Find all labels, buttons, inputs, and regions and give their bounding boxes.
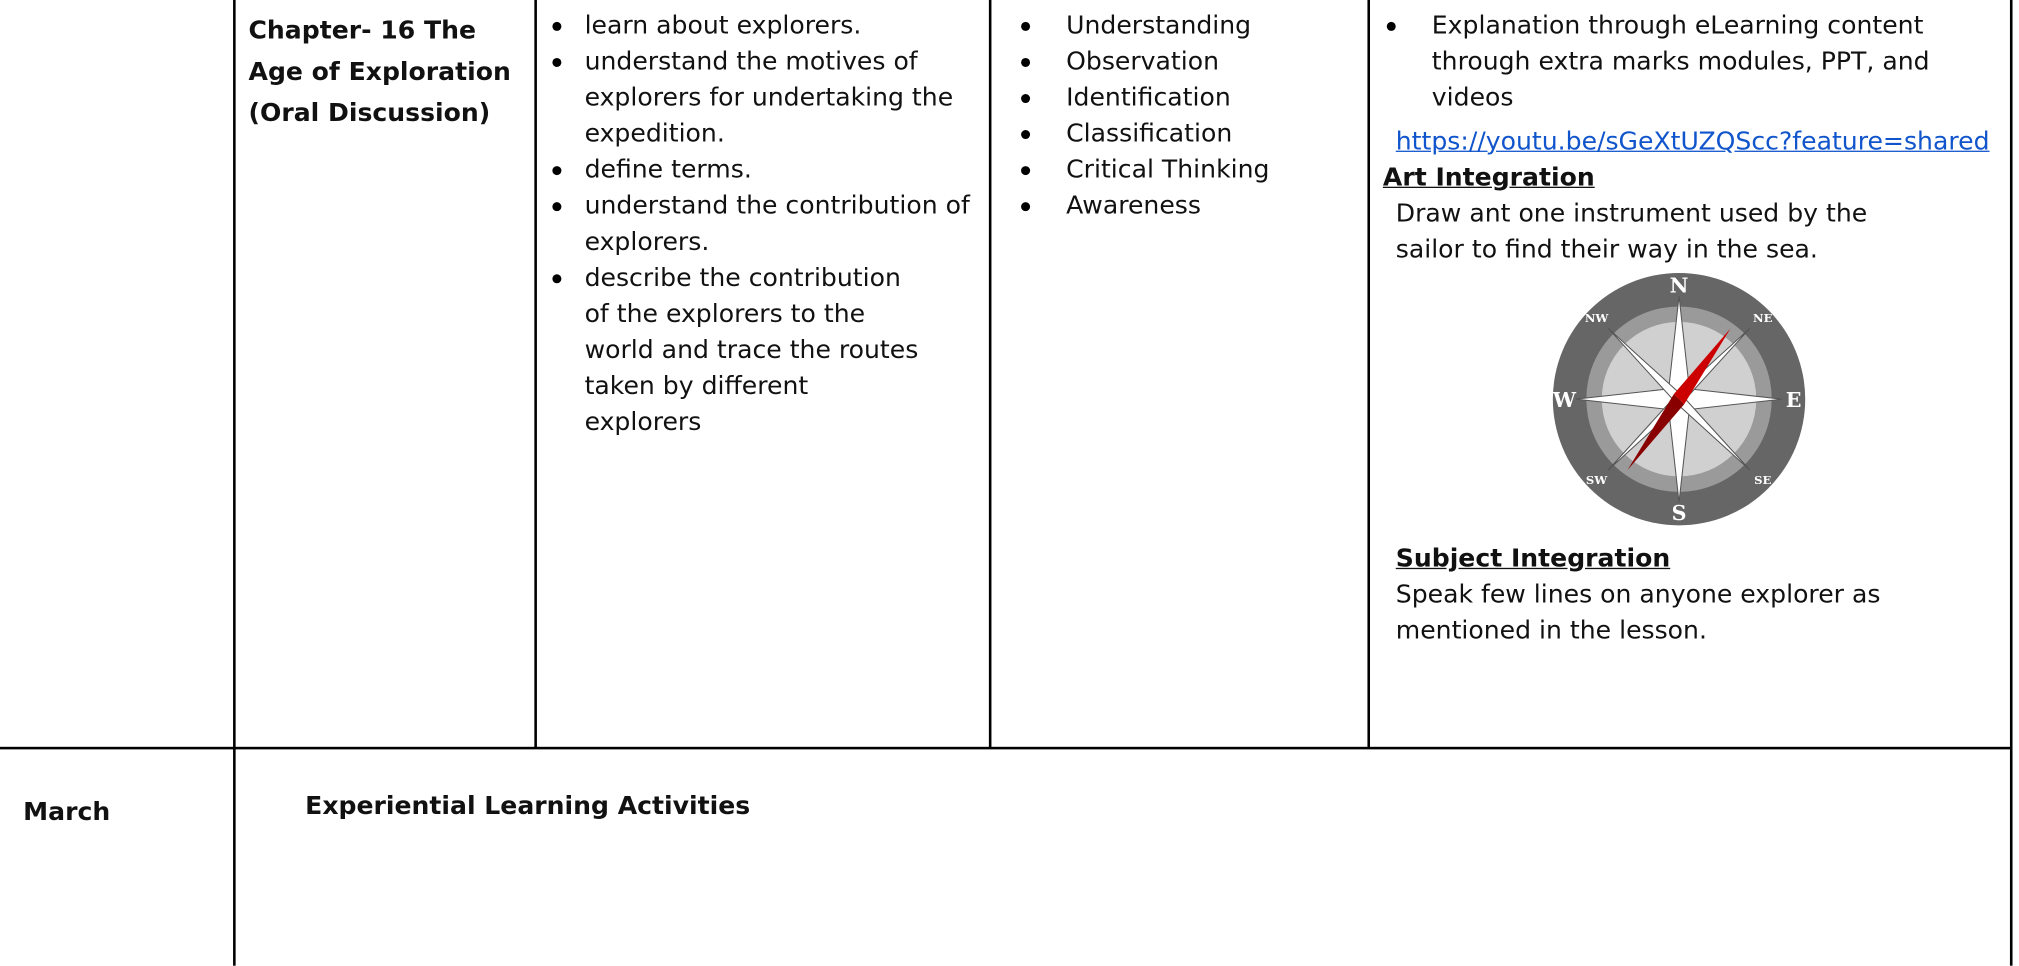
art-text: Draw ant one instrument used by the sail… — [1395, 198, 1868, 264]
border — [1367, 0, 1370, 749]
skill: Awareness — [1007, 188, 1361, 224]
compass-label: SW — [1586, 473, 1608, 487]
skill: Classification — [1007, 116, 1361, 152]
border — [2009, 0, 2012, 966]
compass-label: E — [1786, 388, 1802, 412]
compass-label: S — [1672, 501, 1687, 525]
border — [0, 746, 2013, 749]
activities-cell: Explanation through eLearning content th… — [1373, 8, 2004, 649]
outcome: learn about explorers. — [538, 8, 976, 44]
chapter-cell: Chapter- 16 The Age of Exploration (Oral… — [249, 10, 532, 134]
border — [988, 0, 991, 749]
skills-list: Understanding Observation Identification… — [1007, 8, 1361, 224]
outcome: define terms. — [538, 152, 976, 188]
month: March — [23, 797, 111, 827]
row-heading: Experiential Learning Activities — [305, 790, 751, 821]
outcome: understand the motives of explorers for … — [538, 44, 976, 152]
video-link[interactable]: https://youtu.be/sGeXtUZQScc?feature=sha… — [1395, 126, 1990, 156]
outcome: describe the contribution of the explore… — [538, 260, 976, 440]
outcome: understand the contribution of explorers… — [538, 188, 976, 260]
border — [534, 0, 537, 749]
compass-label: N — [1670, 273, 1689, 297]
chapter-line: Age of Exploration — [248, 56, 511, 87]
subject-text: Speak few lines on anyone explorer as me… — [1395, 579, 1881, 646]
compass-label: W — [1552, 388, 1577, 412]
compass-label: NW — [1585, 311, 1610, 325]
chapter-line: Chapter- 16 The — [248, 15, 477, 46]
skill: Critical Thinking — [1007, 152, 1361, 188]
border — [233, 0, 235, 966]
chapter-line: (Oral Discussion) — [248, 97, 491, 128]
compass-label: NE — [1753, 311, 1773, 325]
compass-image: N S E W NE NW SE SW — [1552, 272, 1806, 526]
skill: Identification — [1007, 80, 1361, 116]
art-heading: Art Integration — [1382, 162, 1595, 192]
skill: Observation — [1007, 44, 1361, 80]
skill: Understanding — [1007, 8, 1361, 44]
subject-heading: Subject Integration — [1395, 543, 1671, 573]
activity: Explanation through eLearning content th… — [1373, 8, 2004, 116]
compass-label: SE — [1754, 473, 1771, 487]
outcomes-list: learn about explorers. understand the mo… — [538, 8, 976, 441]
